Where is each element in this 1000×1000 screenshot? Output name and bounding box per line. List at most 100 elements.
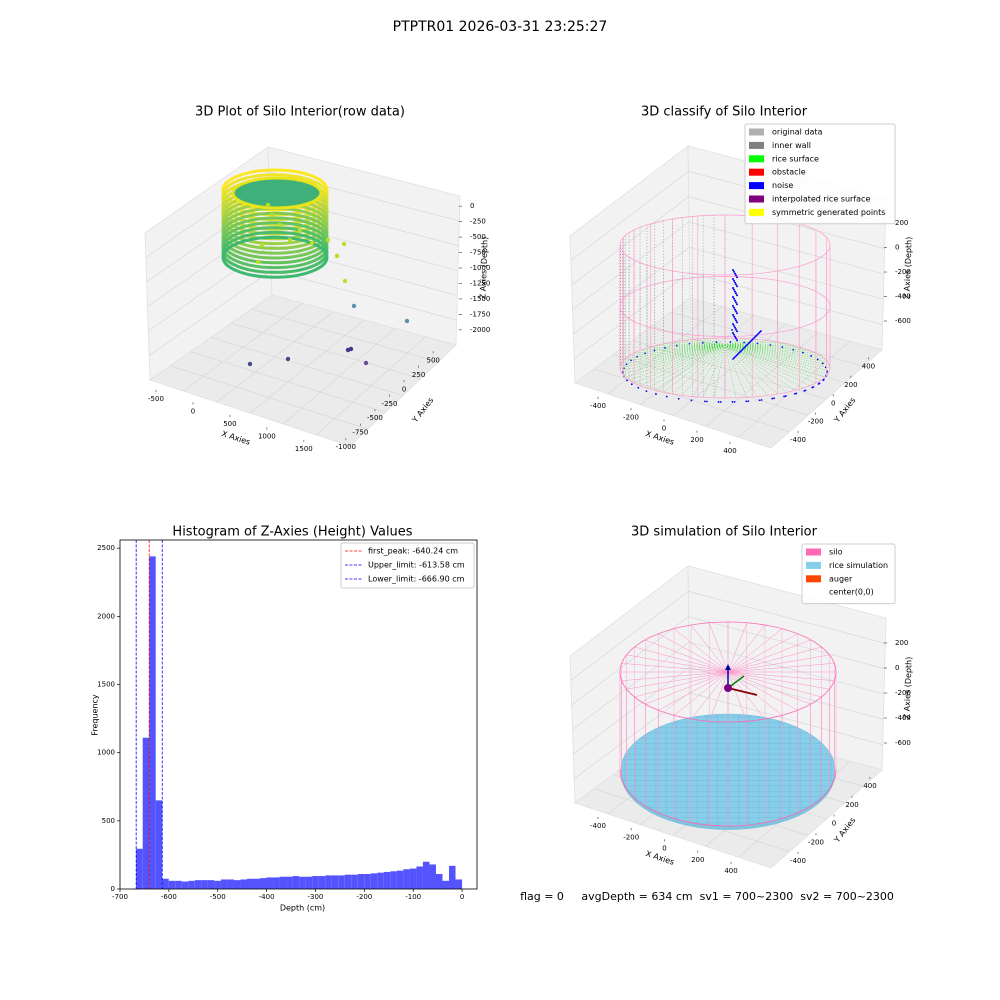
point-cloud bbox=[341, 241, 347, 247]
point-cloud bbox=[625, 344, 726, 359]
histogram-bar bbox=[390, 871, 397, 889]
point-cloud bbox=[231, 176, 323, 210]
point-cloud bbox=[733, 279, 735, 282]
point-cloud bbox=[348, 346, 354, 352]
z-tick-label: -2000 bbox=[470, 326, 490, 334]
histogram-bar bbox=[175, 880, 182, 889]
point-cloud bbox=[724, 344, 787, 393]
pane-grid bbox=[688, 616, 885, 669]
x-axis-label: Depth (cm) bbox=[280, 904, 325, 913]
point-cloud bbox=[404, 318, 410, 324]
point-cloud bbox=[751, 339, 753, 341]
silo-wire bbox=[727, 671, 830, 690]
axis-label: Z Axies (Depth) bbox=[902, 237, 913, 300]
point-cloud bbox=[724, 344, 796, 346]
point-cloud bbox=[818, 382, 821, 385]
point-cloud bbox=[619, 214, 831, 276]
point-cloud bbox=[733, 324, 735, 327]
silo-wire bbox=[727, 628, 783, 673]
plot-frame bbox=[119, 539, 478, 890]
point-cloud bbox=[622, 344, 726, 375]
silo-wire bbox=[727, 622, 747, 673]
point-cloud bbox=[724, 340, 768, 346]
point-cloud bbox=[744, 346, 746, 348]
point-cloud bbox=[677, 397, 680, 400]
point-cloud bbox=[619, 276, 831, 337]
point-cloud bbox=[719, 401, 722, 403]
histogram-bar bbox=[194, 880, 202, 889]
point-cloud bbox=[802, 351, 804, 354]
point-cloud bbox=[619, 337, 831, 399]
center-marker bbox=[724, 684, 732, 692]
pane-grid bbox=[251, 308, 439, 363]
x-tick-label: -500 bbox=[210, 893, 226, 901]
point-cloud bbox=[732, 296, 734, 298]
legend-swatch bbox=[749, 141, 764, 149]
histogram-bar bbox=[299, 876, 306, 889]
pane-grid bbox=[573, 272, 690, 359]
legend-label: rice simulation bbox=[829, 561, 888, 570]
silo-wire bbox=[673, 628, 729, 673]
silo-wire bbox=[634, 671, 729, 698]
point-cloud bbox=[732, 278, 734, 280]
auger-axis bbox=[727, 687, 758, 696]
legend-label: Upper_limit: -613.58 cm bbox=[368, 561, 465, 570]
legend-swatch bbox=[749, 208, 764, 216]
y-tick-label: -750 bbox=[352, 429, 368, 437]
point-cloud bbox=[729, 341, 732, 343]
y-tick-label: 1500 bbox=[97, 681, 115, 689]
point-cloud bbox=[735, 301, 737, 304]
point-cloud bbox=[745, 400, 748, 403]
histogram-bar bbox=[168, 880, 176, 889]
x-tick-label: 0 bbox=[662, 425, 666, 433]
point-cloud bbox=[297, 227, 303, 233]
point-cloud bbox=[724, 344, 816, 354]
z-tick-label: -1500 bbox=[470, 295, 490, 303]
legend-box bbox=[801, 543, 896, 605]
point-cloud bbox=[619, 344, 726, 369]
point-cloud bbox=[724, 344, 778, 395]
silo-wire bbox=[645, 639, 729, 673]
point-cloud bbox=[620, 344, 726, 372]
point-cloud bbox=[736, 276, 738, 279]
x-tick-label: 500 bbox=[223, 420, 236, 428]
point-cloud bbox=[325, 237, 331, 243]
point-cloud bbox=[736, 285, 738, 288]
histogram-bar bbox=[149, 556, 156, 889]
legend-box bbox=[340, 542, 475, 589]
legend-swatch bbox=[749, 168, 764, 176]
histogram-bar bbox=[201, 880, 208, 889]
silo-wire bbox=[709, 671, 729, 722]
z-tick-label: -750 bbox=[470, 249, 486, 257]
chart-title: 3D simulation of Silo Interior bbox=[631, 525, 818, 540]
point-cloud bbox=[724, 344, 748, 398]
histogram-bar bbox=[409, 868, 417, 889]
point-cloud bbox=[646, 344, 726, 349]
silo-wire bbox=[619, 769, 837, 827]
point-cloud bbox=[724, 344, 768, 396]
histogram-bar bbox=[416, 866, 423, 889]
point-cloud bbox=[812, 386, 815, 388]
silo-wire bbox=[673, 671, 729, 716]
silo-wire bbox=[727, 671, 835, 681]
y-tick-label: 0 bbox=[832, 820, 836, 828]
histogram-bar bbox=[227, 879, 234, 889]
point-cloud bbox=[628, 344, 726, 381]
point-cloud-layer bbox=[619, 621, 837, 830]
legend-label: silo bbox=[829, 548, 843, 557]
legend-swatch bbox=[749, 128, 764, 136]
z-tick-label: -250 bbox=[470, 218, 486, 226]
point-cloud bbox=[732, 314, 734, 316]
point-cloud bbox=[734, 299, 736, 302]
silo-wire bbox=[645, 671, 729, 705]
point-cloud bbox=[747, 400, 750, 403]
point-cloud bbox=[706, 400, 708, 403]
point-cloud-layer bbox=[619, 214, 831, 403]
point-cloud bbox=[634, 344, 726, 354]
point-cloud bbox=[821, 362, 824, 365]
silo-wire bbox=[727, 646, 822, 673]
point-cloud bbox=[732, 269, 734, 271]
z-tick-label: -1000 bbox=[470, 264, 490, 272]
legend-label: center(0,0) bbox=[829, 588, 874, 597]
point-cloud bbox=[731, 401, 734, 403]
